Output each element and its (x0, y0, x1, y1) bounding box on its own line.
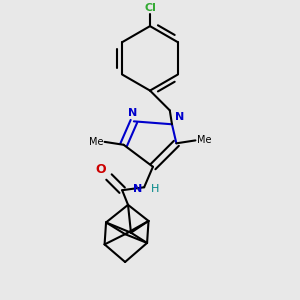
Text: Me: Me (88, 137, 103, 147)
Text: O: O (95, 163, 106, 176)
Text: H: H (151, 184, 159, 194)
Text: N: N (133, 184, 142, 194)
Text: N: N (176, 112, 185, 122)
Text: N: N (128, 108, 137, 118)
Text: Me: Me (197, 135, 212, 146)
Text: Cl: Cl (144, 3, 156, 13)
